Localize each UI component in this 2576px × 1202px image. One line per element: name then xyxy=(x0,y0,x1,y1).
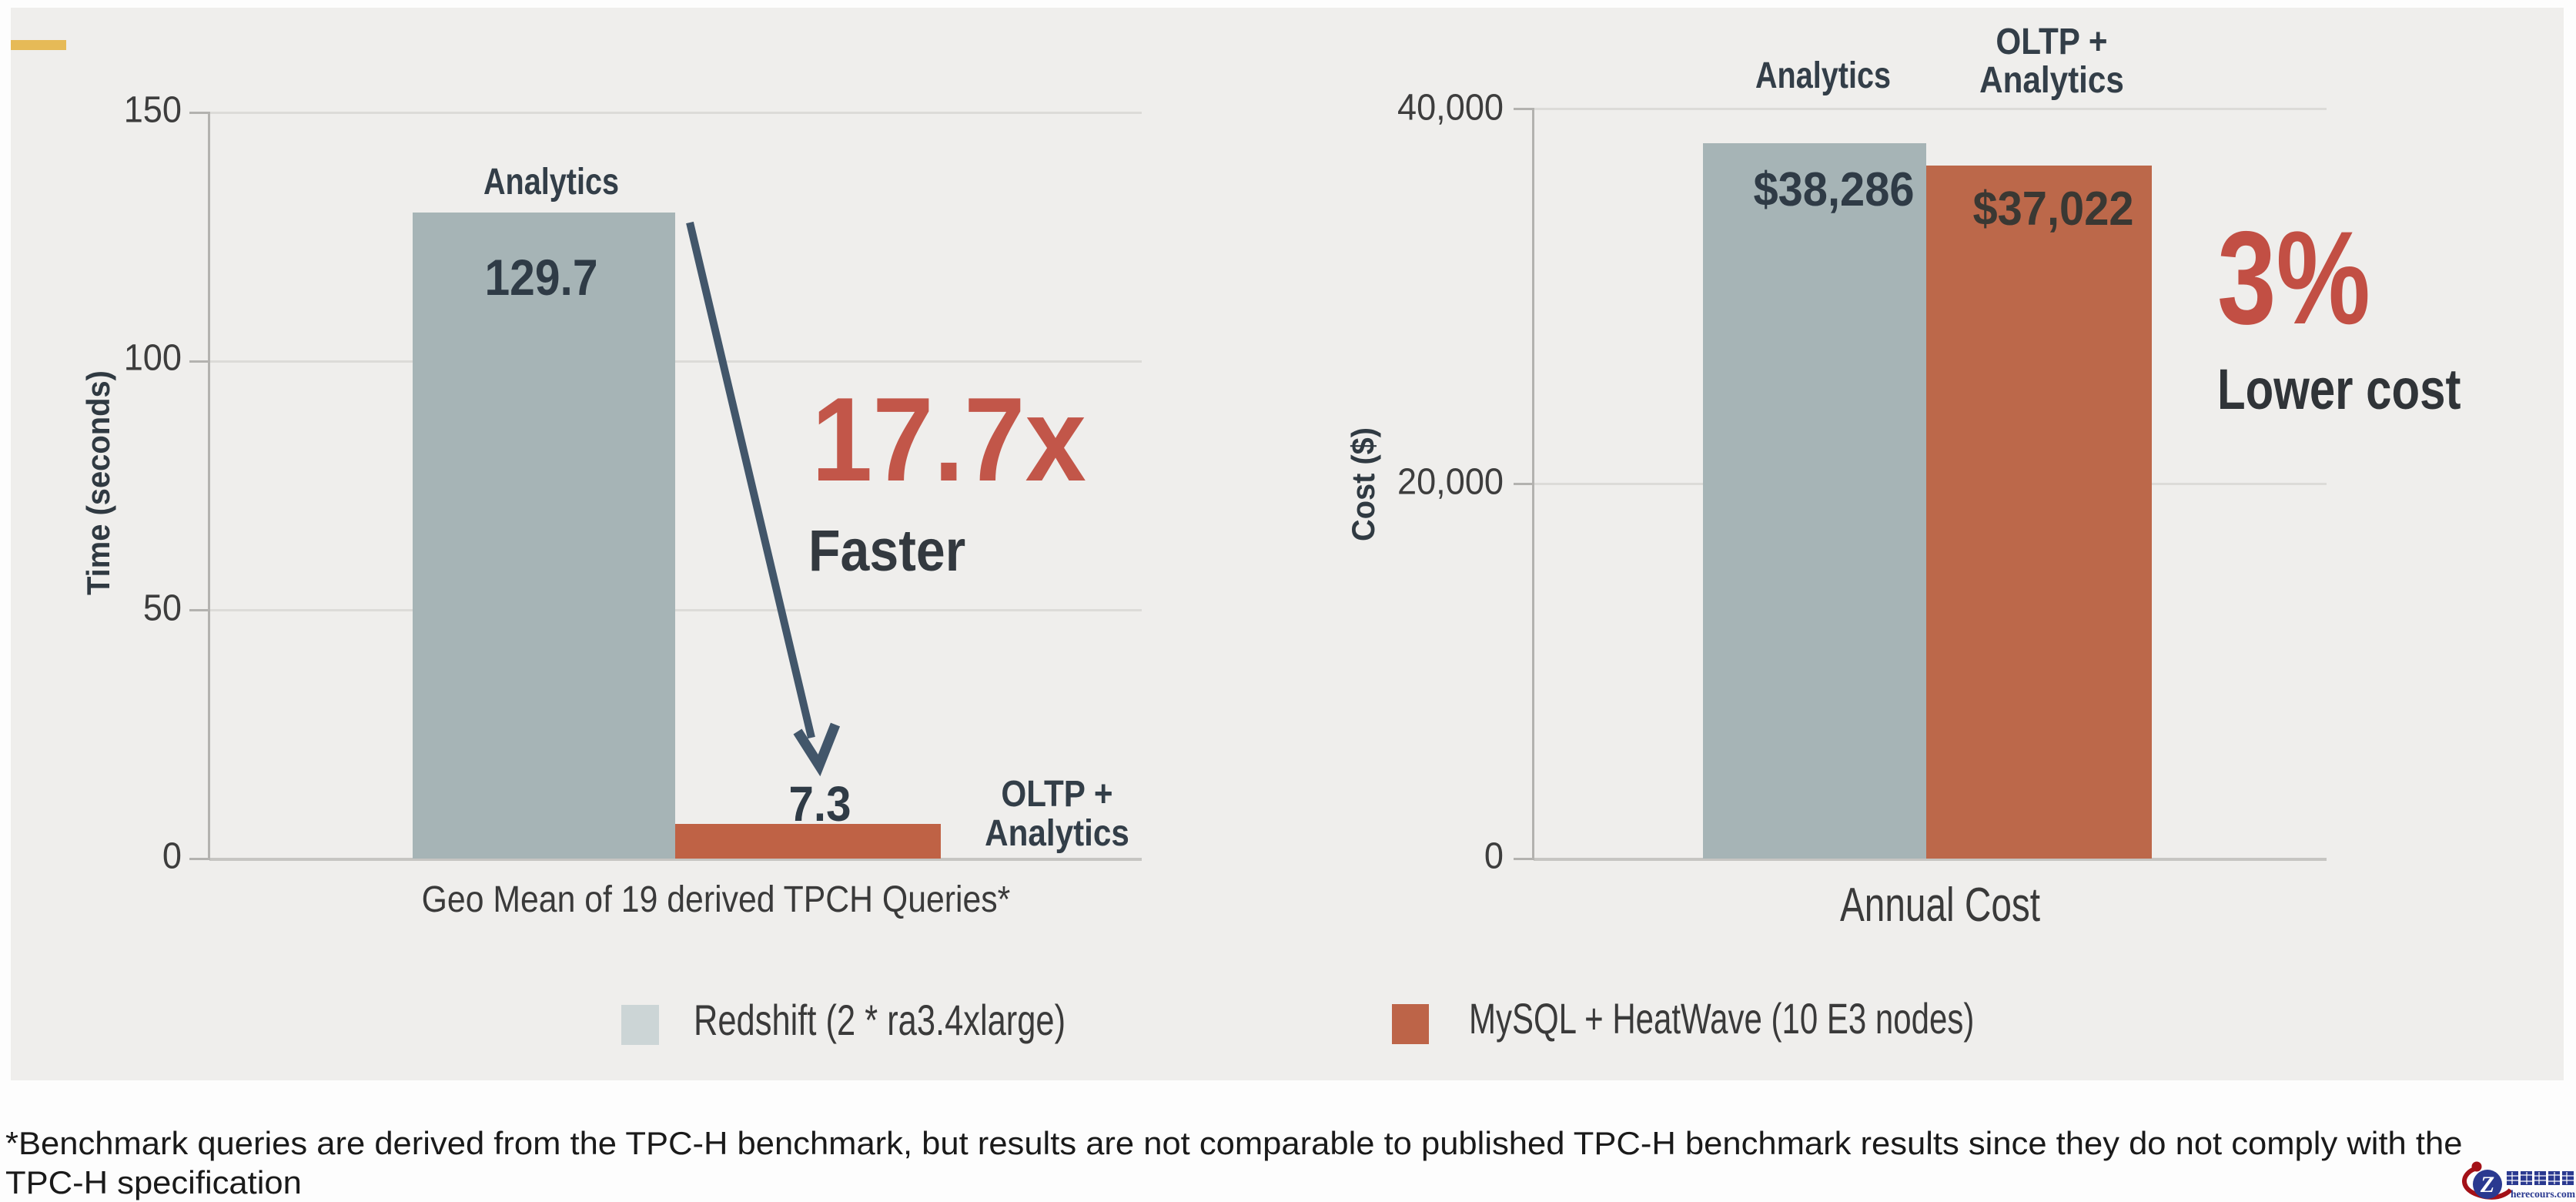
svg-text:Z: Z xyxy=(2480,1172,2494,1197)
svg-text:herecours.com: herecours.com xyxy=(2511,1188,2576,1200)
